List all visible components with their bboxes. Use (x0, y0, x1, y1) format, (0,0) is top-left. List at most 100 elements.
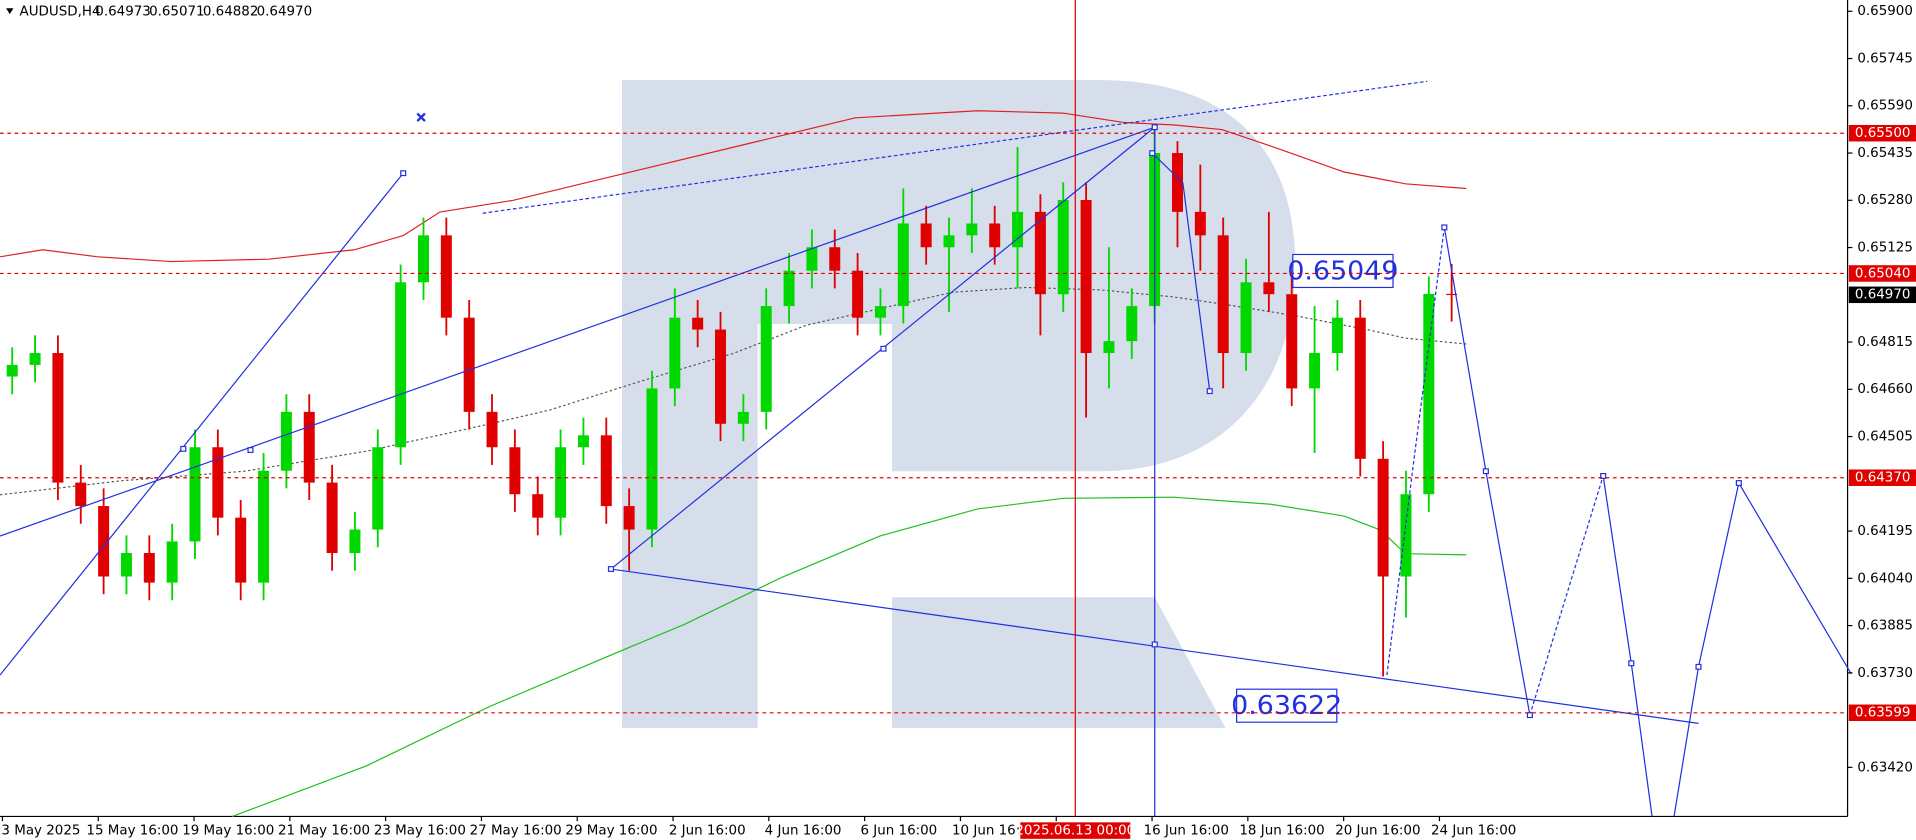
candle-body (669, 317, 681, 389)
level-label-bg (1848, 704, 1916, 722)
wave-line-dotted (1386, 227, 1445, 676)
y-tick-label: 0.64195 (1857, 524, 1913, 539)
candle-body (1263, 282, 1275, 295)
candle-body (463, 317, 475, 412)
candle-body (577, 435, 589, 448)
symbol: AUDUSD,H4 (20, 5, 101, 20)
level-label-bg (1848, 124, 1916, 142)
level-label: 0.64370 (1855, 471, 1911, 486)
candle-body (6, 364, 18, 377)
level-label: 0.65500 (1855, 126, 1911, 141)
y-tick-label: 0.63730 (1857, 666, 1913, 681)
y-tick-label: 0.65900 (1857, 4, 1913, 19)
candle-body (349, 529, 361, 554)
candle-body (852, 270, 864, 318)
annotation-box (1235, 688, 1338, 723)
candle-body (326, 482, 338, 554)
candle-body (29, 353, 41, 365)
candle-body (1034, 211, 1046, 295)
y-tick-label: 0.65590 (1857, 99, 1913, 114)
candle-body (692, 317, 704, 330)
level-label-bg (1848, 469, 1916, 486)
candle-body (372, 447, 384, 530)
candle-body (1080, 199, 1092, 354)
annotation: 0.63622 (1231, 691, 1342, 721)
candle-body (989, 223, 1001, 248)
y-tick-label: 0.65745 (1857, 52, 1913, 67)
candle-body (1331, 317, 1343, 354)
y-tick-label: 0.64815 (1857, 335, 1913, 350)
candle-body (1354, 317, 1366, 459)
candle-body (440, 235, 452, 318)
candle-body (943, 235, 955, 248)
candle-body (1057, 199, 1069, 295)
candle-body (783, 270, 795, 307)
anchor-points (180, 124, 1742, 719)
candle-body (829, 247, 841, 271)
candle-body (1377, 458, 1389, 577)
y-tick-label: 0.65280 (1857, 193, 1913, 208)
candle-body (715, 329, 727, 424)
candle-body (1309, 353, 1321, 389)
ohlc-close: 0.64970 (257, 5, 313, 20)
candle-body (532, 494, 544, 518)
candle-body (280, 411, 292, 471)
candle-body (1103, 341, 1115, 354)
trend-line-dotted (482, 80, 1428, 214)
candle-body (258, 470, 270, 583)
candle-body (417, 235, 429, 283)
x-tick-label: 10 Jun 16:00 (952, 824, 1037, 839)
candle-body (1012, 211, 1024, 248)
candle-body (303, 411, 315, 483)
y-tick-label: 0.64660 (1857, 382, 1913, 397)
moving-average-green (231, 496, 1467, 817)
trend-line (0, 172, 404, 676)
candle-body (75, 482, 87, 507)
y-tick-label: 0.64505 (1857, 430, 1913, 445)
annotation-box (1292, 253, 1394, 289)
candle-body (1423, 293, 1435, 495)
current-price-label: 0.64970 (1855, 288, 1911, 303)
candle-body (555, 447, 567, 518)
y-tick-label: 0.63885 (1857, 619, 1913, 634)
crosshair-label: 2025.06.13 00:00 (1015, 824, 1135, 839)
x-tick-label: 20 Jun 16:00 (1335, 824, 1420, 839)
candle-body (98, 506, 110, 577)
candle-body (52, 353, 64, 483)
candle-body (120, 553, 132, 577)
ohlc-open: 0.64973 (95, 5, 151, 20)
candle-body (1217, 235, 1229, 354)
x-tick-label: 15 May 16:00 (86, 824, 178, 839)
x-tick-label: 24 Jun 16:00 (1431, 824, 1516, 839)
y-tick-label: 0.65435 (1857, 146, 1913, 161)
watermark (621, 80, 1296, 729)
wave-line (1151, 152, 1211, 392)
candle-body (395, 282, 407, 448)
x-tick-label: 29 May 16:00 (565, 824, 657, 839)
analysis-lines: × (0, 80, 1852, 817)
candle-body (1194, 211, 1206, 236)
ohlc-high: 0.65071 (149, 5, 205, 20)
candle-body (509, 447, 521, 495)
candle-body (897, 223, 909, 307)
candle-body (1446, 293, 1458, 296)
candle-body (1240, 282, 1252, 354)
candle-body (1171, 153, 1183, 212)
x-tick-label: 27 May 16:00 (470, 824, 562, 839)
candle-body (623, 506, 635, 530)
marker: × (415, 111, 426, 126)
candle-body (1126, 306, 1138, 342)
candle-body (760, 306, 772, 412)
candle-body (966, 223, 978, 236)
candle-body (737, 411, 749, 424)
watermark-leg (892, 597, 1226, 729)
level-label-bg (1848, 265, 1916, 282)
forecast-line-dotted (1529, 475, 1604, 716)
level-label: 0.65040 (1855, 267, 1911, 282)
y-tick-label: 0.64040 (1857, 571, 1913, 586)
level-label: 0.63599 (1855, 706, 1911, 721)
candle-body (235, 517, 247, 583)
candle-body (874, 306, 886, 318)
